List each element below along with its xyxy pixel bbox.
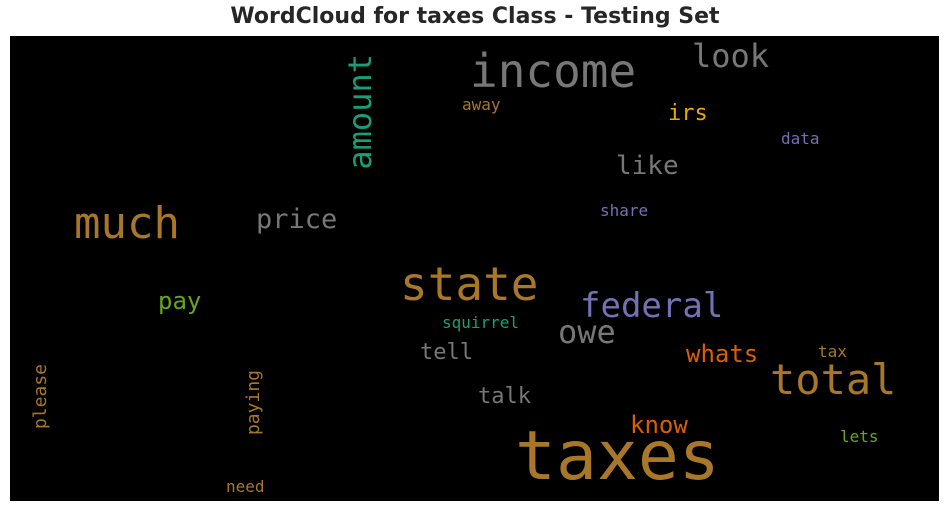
word-much: much	[74, 198, 180, 249]
word-know: know	[630, 411, 688, 439]
word-cloud-canvas: taxes income state much total federal amount lo…	[10, 36, 939, 501]
word-squirrel: squirrel	[442, 313, 520, 332]
word-lets: lets	[840, 427, 879, 446]
word-pay: pay	[158, 287, 202, 315]
word-irs: irs	[668, 101, 708, 126]
word-income: income	[470, 44, 637, 98]
word-look: look	[692, 37, 770, 75]
word-paying: paying	[243, 370, 264, 436]
word-tell: tell	[420, 340, 473, 365]
word-need: need	[226, 477, 265, 496]
word-share: share	[600, 201, 649, 220]
word-total: total	[770, 355, 897, 404]
word-whats: whats	[686, 340, 759, 368]
word-data: data	[781, 129, 820, 148]
word-amount: amount	[341, 54, 379, 170]
word-federal: federal	[580, 286, 724, 326]
chart-title: WordCloud for taxes Class - Testing Set	[230, 4, 720, 29]
word-owe: owe	[558, 313, 616, 351]
word-taxes: taxes	[515, 417, 720, 496]
word-price: price	[256, 204, 338, 235]
word-talk: talk	[478, 384, 531, 409]
word-away: away	[462, 95, 501, 114]
word-state: state	[400, 257, 539, 311]
word-like: like	[616, 151, 679, 181]
word-tax: tax	[818, 342, 847, 361]
word-please: please	[30, 364, 51, 430]
